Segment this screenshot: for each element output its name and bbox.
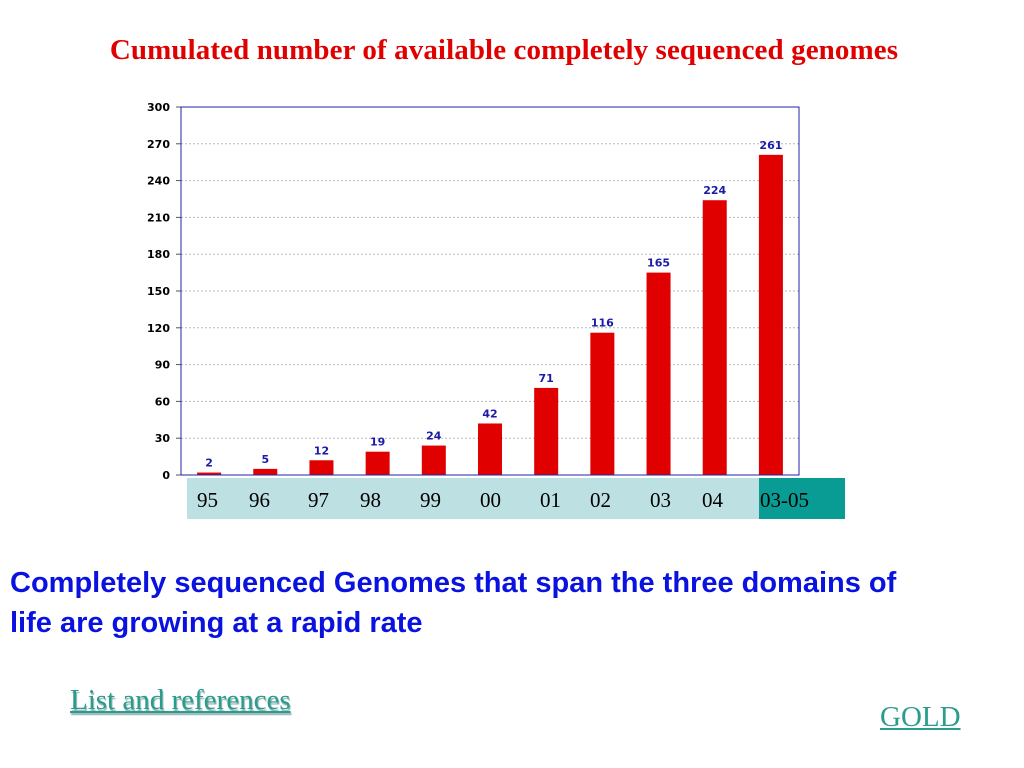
y-tick-label: 0 [162,469,170,482]
year-label: 00 [480,488,501,512]
bar-value-label: 24 [426,430,442,443]
bar-value-label: 5 [261,453,269,466]
y-tick-label: 90 [155,359,171,372]
bar-value-label: 2 [205,457,213,470]
bar [365,451,390,475]
y-axis-ticks: 0 30 60 90 120 150 180 210 240 270 300 [147,101,181,482]
year-strip-highlight [759,478,845,519]
y-tick-label: 180 [147,248,170,261]
bars [197,154,783,475]
bar [534,387,559,475]
year-label: 03 [650,488,671,512]
slide-title: Cumulated number of available completely… [109,34,899,66]
y-tick-label: 210 [147,211,170,224]
year-label: 98 [360,488,381,512]
bar [253,468,278,475]
year-label: 02 [590,488,611,512]
bar-value-label: 12 [314,444,329,457]
year-label: 95 [197,488,218,512]
gold-link[interactable]: GOLD [880,701,961,733]
year-label: 01 [540,488,561,512]
plot-area-border [180,106,800,476]
year-label: 99 [420,488,441,512]
bar [197,472,222,475]
y-tick-label: 300 [147,101,170,114]
bar [702,200,727,475]
year-label: 97 [308,488,329,512]
bar [478,423,502,475]
year-label: 04 [702,488,723,512]
y-tick-label: 120 [147,322,170,335]
list-and-references-link[interactable]: List and references [70,684,291,716]
bar-value-label: 224 [703,184,726,197]
bar [758,154,783,475]
y-tick-label: 60 [155,395,171,408]
year-label: 03-05 [760,488,809,512]
bar [646,272,671,475]
slide-subtitle: Completely sequenced Genomes that span t… [10,567,897,639]
bar-value-label: 19 [370,436,385,449]
y-tick-label: 270 [147,138,170,151]
y-tick-label: 240 [147,175,170,188]
year-strip [187,478,845,519]
y-tick-label: 150 [147,285,170,298]
bar [309,460,334,475]
bar-value-label: 261 [759,139,782,152]
bar-value-label: 71 [539,372,554,385]
bar-value-label: 165 [647,257,670,270]
y-tick-label: 30 [155,432,171,445]
bar [590,332,615,475]
bar-value-label: 116 [591,317,614,330]
bar [421,445,446,475]
bar-value-label: 42 [482,407,497,420]
year-label: 96 [249,488,270,512]
